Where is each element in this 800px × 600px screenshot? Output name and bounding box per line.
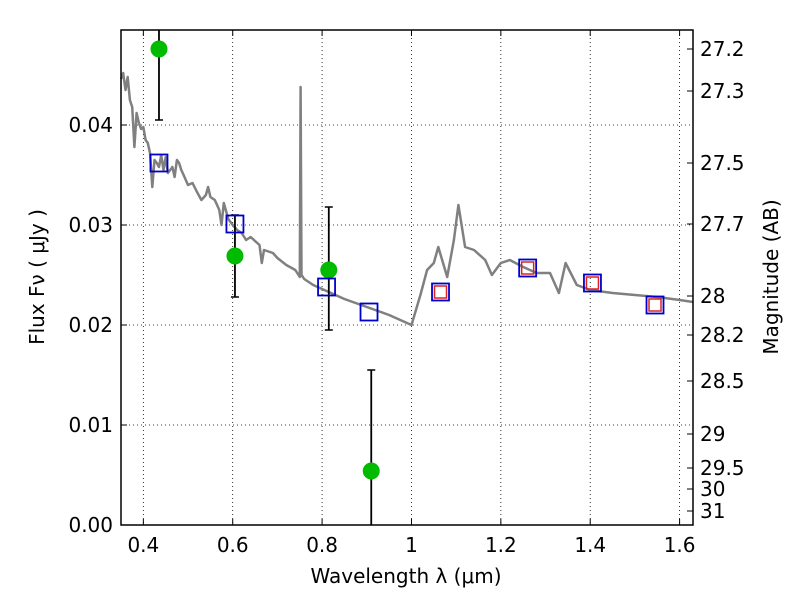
y-tick-label: 0.00 [68, 513, 113, 537]
x-tick-label: 0.6 [217, 533, 249, 557]
green-circle-marker [320, 261, 338, 279]
blue-square-marker [645, 295, 665, 315]
red-square-marker [433, 285, 448, 299]
blue-square-marker [518, 258, 538, 278]
right-tick-label: 27.2 [700, 37, 745, 61]
red-square-marker [520, 261, 535, 275]
blue-square-marker [359, 302, 379, 322]
right-tick-label: 31 [700, 499, 725, 523]
x-tick-label: 1.2 [485, 533, 517, 557]
green-circle-marker [362, 462, 380, 480]
spectrum-line [119, 71, 694, 327]
y-tick-label: 0.01 [68, 413, 113, 437]
blue-square-marker [149, 153, 169, 173]
x-axis-title: Wavelength λ (μm) [310, 564, 501, 588]
right-tick-label: 27.7 [700, 212, 745, 236]
right-tick-label: 29.5 [700, 456, 745, 480]
red-square-marker [648, 298, 662, 312]
red-square-marker [585, 276, 600, 290]
blue-square-marker [583, 273, 602, 293]
right-tick-label: 29 [700, 422, 725, 446]
y-axis-title: Flux Fν ( μJy ) [25, 209, 49, 345]
plot-frame [120, 29, 694, 526]
x-tick-label: 0.4 [127, 533, 159, 557]
right-tick-label: 28 [700, 284, 725, 308]
right-tick-label: 30 [700, 477, 725, 501]
plot-data [119, 30, 694, 525]
grid [121, 30, 693, 526]
right-tick-label: 28.2 [700, 323, 745, 347]
x-tick-label: 1.6 [664, 533, 696, 557]
blue-square-marker [317, 277, 336, 297]
blue-square-marker [225, 214, 245, 234]
x-tick-label: 0.8 [306, 533, 338, 557]
y-tick-label: 0.04 [68, 113, 113, 137]
green-circle-marker [150, 40, 168, 58]
x-tick-label: 1.4 [574, 533, 606, 557]
right-tick-label: 27.5 [700, 151, 745, 175]
x-tick-label: 1 [405, 533, 418, 557]
right-tick-label: 27.3 [700, 79, 745, 103]
right-axis-title: Magnitude (AB) [759, 199, 783, 354]
green-circle-marker [226, 247, 244, 265]
y-tick-label: 0.02 [68, 313, 113, 337]
blue-square-marker [431, 282, 450, 302]
right-tick-label: 28.5 [700, 369, 745, 393]
y-tick-label: 0.03 [68, 213, 113, 237]
axes: 0.4 0.6 0.8 1 1.2 1.4 1.6 0.00 0.01 0.02 0.03 0.04 2… [68, 30, 745, 557]
